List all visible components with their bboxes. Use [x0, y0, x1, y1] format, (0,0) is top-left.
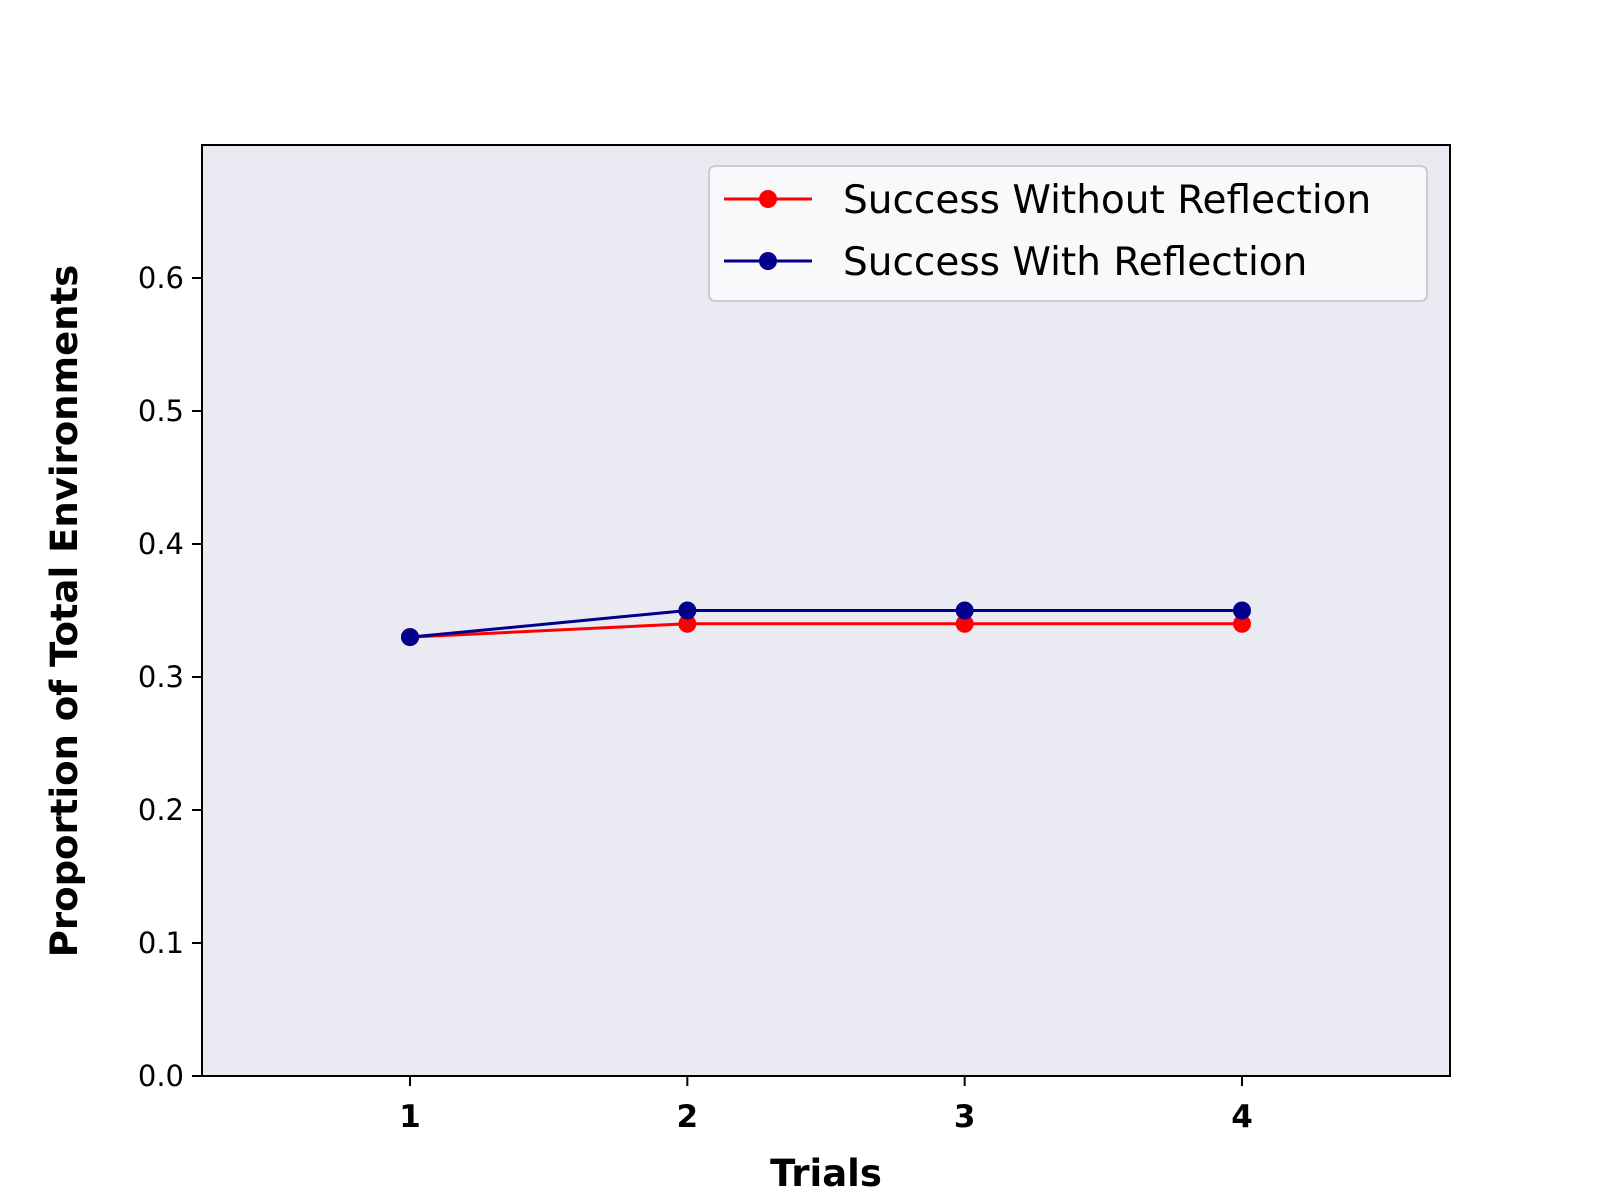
legend-label-without-reflection: Success Without Reflection [843, 178, 1371, 223]
legend-label-with-reflection: Success With Reflection [843, 240, 1307, 285]
legend-marker-without-reflection [759, 190, 777, 208]
y-tick-label: 0.1 [138, 926, 184, 960]
data-point-success-without-reflection [1233, 614, 1251, 633]
y-tick-label: 0.4 [138, 527, 184, 561]
x-tick-label: 1 [399, 1099, 421, 1135]
series-line-success-without-reflection [409, 622, 1242, 639]
y-tick-label: 0.0 [138, 1059, 184, 1093]
y-tick-label: 0.3 [138, 660, 184, 694]
y-tick-label: 0.5 [138, 394, 184, 428]
y-tick-label: 0.6 [138, 261, 184, 295]
x-tick-label: 4 [1231, 1099, 1253, 1135]
x-axis-ticks: 1 2 3 4 [399, 1076, 1253, 1135]
data-point-success-with-reflection [955, 601, 974, 620]
x-tick-label: 2 [677, 1099, 699, 1135]
data-point-success-with-reflection [1233, 601, 1251, 620]
series-line-success-with-reflection [409, 609, 1242, 639]
legend: Success Without Reflection Success With … [708, 165, 1428, 302]
y-axis-ticks: 0.0 0.1 0.2 0.3 0.4 0.5 0.6 [138, 261, 202, 1093]
y-axis-title: Proportion of Total Environments [43, 265, 86, 957]
series-layer [401, 601, 1251, 647]
legend-marker-with-reflection [759, 252, 777, 270]
plot-frame [201, 144, 1451, 1077]
data-point-success-without-reflection [955, 614, 974, 633]
data-point-success-with-reflection [678, 601, 697, 620]
legend-box [708, 165, 1428, 302]
data-point-success-without-reflection [678, 614, 697, 633]
y-tick-label: 0.2 [138, 793, 184, 827]
data-point-success-with-reflection [401, 628, 419, 647]
x-axis-title: Trials [770, 1152, 882, 1195]
x-tick-label: 3 [954, 1099, 976, 1135]
